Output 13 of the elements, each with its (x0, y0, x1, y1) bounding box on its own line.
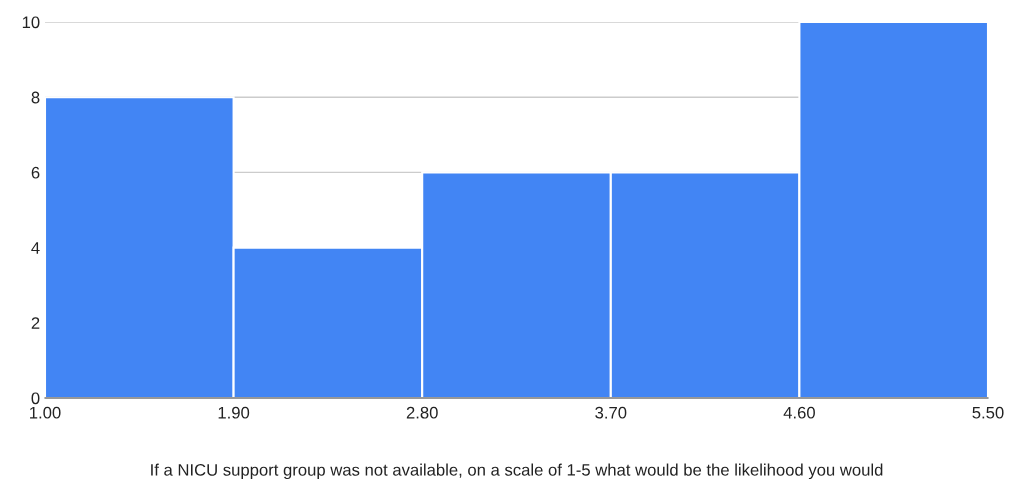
x-tick-label: 3.70 (595, 406, 627, 419)
y-tick-label: 4 (31, 242, 40, 254)
x-tick-label: 1.90 (218, 406, 250, 419)
y-tick-label: 6 (31, 166, 40, 179)
x-tick-label: 4.60 (783, 406, 815, 419)
x-tick-label: 2.80 (406, 406, 438, 419)
y-tick-label: 8 (31, 91, 40, 104)
x-axis-title: If a NICU support group was not available, on a scale of 1-5 what would be the likelihood you would (151, 463, 883, 480)
x-tick-label: 1.00 (30, 406, 61, 419)
x-tick-label: 5.50 (972, 406, 1004, 419)
y-tick-label: 10 (22, 16, 40, 29)
y-tick-label: 0 (31, 392, 40, 405)
y-tick-label: 2 (31, 317, 40, 329)
